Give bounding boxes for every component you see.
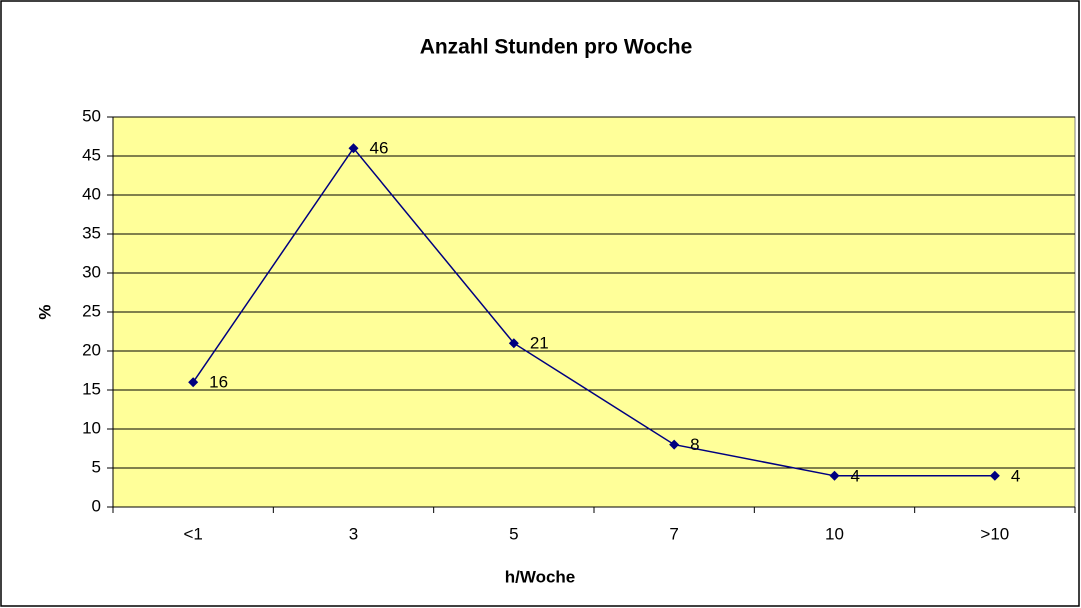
data-label: 4	[851, 466, 860, 485]
data-label: 8	[690, 435, 699, 454]
marker	[989, 470, 1000, 481]
marker	[669, 439, 680, 450]
marker	[508, 338, 519, 349]
x-tick-label: 3	[349, 524, 358, 543]
y-tick-label: 20	[82, 340, 101, 359]
data-label: 4	[1011, 466, 1020, 485]
x-tick-label: 10	[825, 524, 844, 543]
y-tick-label: 30	[82, 262, 101, 281]
y-tick-label: 10	[82, 418, 101, 437]
y-tick-label: 40	[82, 184, 101, 203]
x-tick-label: 7	[669, 524, 678, 543]
y-axis-label: %	[35, 304, 54, 319]
y-tick-label: 50	[82, 106, 101, 125]
data-label: 21	[530, 334, 549, 353]
y-tick-label: 45	[82, 145, 101, 164]
x-tick-label: >10	[980, 524, 1009, 543]
y-tick-label: 35	[82, 223, 101, 242]
y-tick-label: 15	[82, 379, 101, 398]
chart-title: Anzahl Stunden pro Woche	[420, 36, 693, 59]
x-tick-label: <1	[183, 524, 202, 543]
line	[192, 146, 995, 477]
y-tick-label: 0	[92, 496, 101, 515]
marker	[188, 377, 199, 388]
y-tick-label: 5	[92, 457, 101, 476]
data-label: 46	[370, 139, 389, 158]
x-axis-label: h/Woche	[505, 567, 576, 586]
x-tick-label: 5	[509, 524, 518, 543]
marker	[348, 143, 359, 154]
y-tick-label: 25	[82, 301, 101, 320]
marker	[829, 470, 840, 481]
data-label: 16	[209, 373, 228, 392]
